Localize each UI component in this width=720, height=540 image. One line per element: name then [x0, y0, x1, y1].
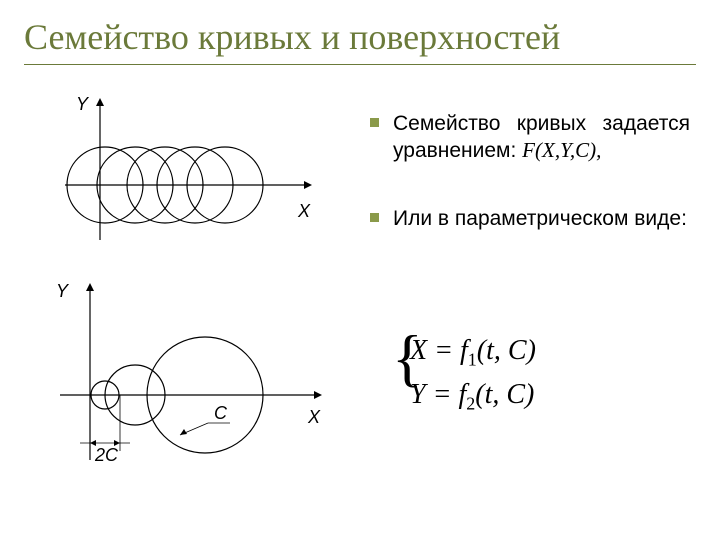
bullet-item-1: Семейство кривых задается уравнением: F(… — [370, 110, 690, 165]
formula-row-1: X = f1(t, C) — [410, 330, 536, 374]
bullet-square-icon — [370, 213, 379, 222]
svg-text:X: X — [297, 201, 311, 221]
svg-text:C: C — [214, 403, 228, 423]
bullet-text-1: Семейство кривых задается уравнением: F(… — [393, 110, 690, 165]
svg-text:Y: Y — [56, 281, 70, 301]
left-brace-icon: { — [392, 326, 423, 390]
parametric-formula: { X = f1(t, C) Y = f2(t, C) — [410, 330, 536, 417]
bullet-item-2: Или в параметрическом виде: — [370, 205, 690, 232]
bullet-list: Семейство кривых задается уравнением: F(… — [370, 110, 690, 272]
slide-title: Семейство кривых и поверхностей — [24, 16, 696, 65]
svg-text:2C: 2C — [94, 445, 119, 465]
svg-text:X: X — [307, 407, 321, 427]
diagram-family-circles: YX — [30, 90, 350, 260]
svg-text:Y: Y — [76, 94, 90, 114]
bullet-square-icon — [370, 118, 379, 127]
diagram-parametric-circles: Y X 2C C — [30, 275, 350, 475]
bullet-text-2: Или в параметрическом виде: — [393, 205, 690, 232]
formula-row-2: Y = f2(t, C) — [410, 374, 536, 418]
